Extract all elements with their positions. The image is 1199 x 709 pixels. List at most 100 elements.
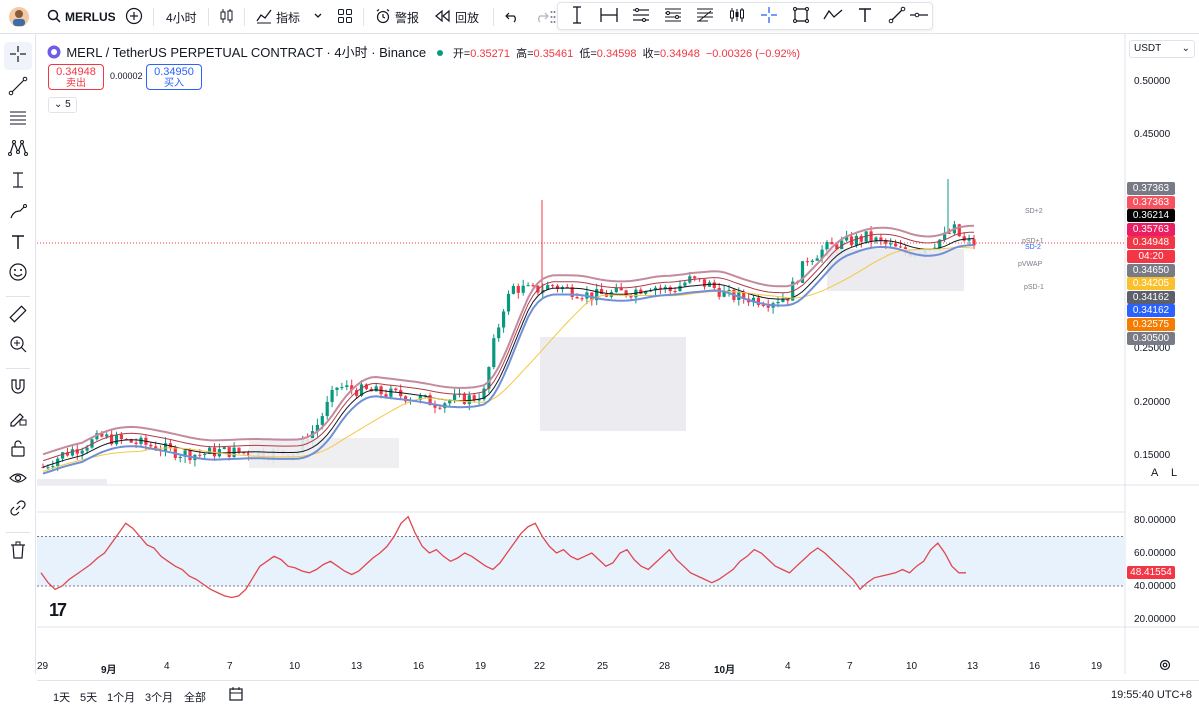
price-tag: 0.35763 [1127, 222, 1175, 236]
candle-body [384, 394, 388, 397]
candle-body [129, 439, 133, 443]
indicators-collapse-toggle[interactable]: ⌄ 5 [48, 97, 77, 113]
parallel-channel-tool[interactable] [628, 5, 654, 29]
icon-tool[interactable] [4, 260, 32, 288]
text-tool[interactable] [852, 5, 878, 29]
horizontal-ray-tool[interactable] [906, 5, 932, 29]
time-tick: 4 [785, 661, 791, 672]
vertical-cursor-tool[interactable] [564, 5, 590, 29]
path-tool[interactable] [820, 5, 846, 29]
redo-button[interactable] [535, 0, 549, 34]
candle-body [320, 416, 324, 425]
ruler-tool[interactable] [4, 302, 32, 330]
candle-body [727, 289, 731, 291]
candle-body [742, 291, 746, 299]
indicators-button[interactable]: 指标 [256, 0, 300, 34]
candle-body [41, 467, 45, 469]
time-tick: 19 [475, 661, 487, 672]
interval-button[interactable]: 4小时 [166, 0, 197, 34]
bars-pattern-tool[interactable] [724, 5, 750, 29]
candles [41, 179, 976, 472]
zoom-in-tool[interactable] [4, 332, 32, 360]
replay-button[interactable]: 回放 [435, 0, 479, 34]
log-scale-button[interactable]: L [1171, 467, 1178, 479]
undo-button[interactable] [505, 0, 519, 34]
chart-area[interactable]: MERL / TetherUS PERPETUAL CONTRACT · 4小时… [37, 34, 1199, 677]
lower-band-line [42, 244, 975, 475]
settings-button[interactable] [1158, 658, 1172, 677]
brush-tool[interactable] [4, 200, 32, 228]
rectangle-tool[interactable] [788, 5, 814, 29]
hide-drawings-tool[interactable] [4, 466, 32, 494]
crosshair-tool[interactable] [756, 5, 782, 29]
lock-drawings-tool[interactable] [4, 436, 32, 464]
chart-title[interactable]: MERL / TetherUS PERPETUAL CONTRACT · 4小时… [66, 45, 427, 60]
range-3m-button[interactable]: 3个月 [145, 692, 174, 704]
candle-body [653, 287, 658, 291]
layouts-button[interactable] [337, 0, 353, 34]
horizontal-range-tool[interactable] [596, 5, 622, 29]
cross-cursor-tool[interactable] [4, 42, 32, 70]
price-tag: 04:20 [1127, 250, 1175, 263]
candle-body [835, 244, 839, 250]
candle-body [433, 405, 437, 408]
sync-drawings-tool[interactable] [4, 496, 32, 524]
magnet-tool[interactable] [4, 374, 32, 402]
sd2-label: SD+2 [1025, 208, 1043, 215]
fib-tool[interactable] [4, 106, 32, 134]
trend-line-tool[interactable] [884, 5, 910, 29]
search-icon [47, 9, 61, 26]
candle-body [149, 444, 153, 447]
open-key: 开= [452, 48, 471, 60]
compare-symbol-button[interactable] [125, 0, 143, 34]
range-all-button[interactable]: 全部 [184, 692, 206, 704]
date-range-button[interactable] [228, 686, 244, 705]
currency-selector[interactable]: USDT ⌄ [1129, 40, 1195, 58]
chart-type-button[interactable] [219, 0, 235, 34]
auto-scale-button[interactable]: A [1151, 467, 1159, 479]
candle-body [497, 327, 501, 339]
buy-button[interactable]: 0.34950 买入 [146, 64, 202, 90]
candle-body [639, 289, 643, 294]
candle-body [962, 236, 966, 241]
candle-body [712, 282, 716, 288]
drag-handle-icon[interactable] [548, 5, 558, 29]
alert-button[interactable]: 警报 [375, 0, 419, 34]
fib-extension-tool[interactable] [692, 5, 718, 29]
clock-timezone[interactable]: 19:55:40 UTC+8 [1111, 689, 1193, 701]
pattern-tool[interactable] [4, 136, 32, 164]
magnet-icon [8, 376, 28, 401]
fib-retracement-tool[interactable] [660, 5, 686, 29]
user-avatar[interactable] [8, 0, 30, 34]
candle-body [355, 390, 359, 396]
time-tick: 25 [597, 661, 609, 672]
time-tick: 4 [164, 661, 170, 672]
high-key: 高= [516, 48, 534, 60]
candle-body [800, 261, 805, 283]
sell-button[interactable]: 0.34948 卖出 [48, 64, 104, 90]
remove-drawings-tool[interactable] [4, 538, 32, 566]
sd-minus2-label: SD-2 [1025, 244, 1041, 251]
candle-body [815, 258, 819, 261]
candle-body [717, 287, 721, 297]
drawing-mode-tool[interactable] [4, 406, 32, 434]
range-5d-button[interactable]: 5天 [80, 692, 98, 704]
range-1d-button[interactable]: 1天 [53, 692, 71, 704]
tradingview-logo-icon: 17 [49, 600, 67, 620]
symbol-search[interactable]: MERLUSD [47, 0, 115, 34]
candle-body [869, 231, 873, 242]
rsi-tick: 20.00000 [1134, 614, 1176, 625]
time-tick: 16 [413, 661, 425, 672]
range-1m-button[interactable]: 1个月 [107, 692, 136, 704]
trend-line-tool[interactable] [4, 74, 32, 102]
text-tool[interactable] [4, 230, 32, 258]
candle-body [467, 395, 471, 404]
indicators-dropdown[interactable] [313, 0, 323, 34]
price-chart-canvas[interactable] [37, 34, 1199, 674]
time-tick: 7 [847, 661, 853, 672]
measure-range-tool[interactable] [4, 168, 32, 196]
candle-body [830, 242, 834, 245]
candle-body [428, 395, 432, 406]
time-tick: 16 [1029, 661, 1041, 672]
chart-legend: MERL / TetherUS PERPETUAL CONTRACT · 4小时… [47, 42, 800, 62]
